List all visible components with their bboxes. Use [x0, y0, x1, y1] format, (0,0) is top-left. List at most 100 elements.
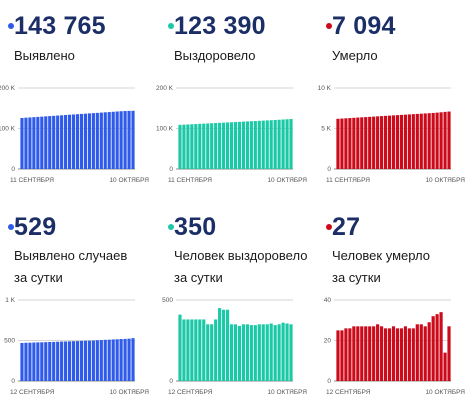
- bar: [79, 340, 84, 381]
- bar: [348, 118, 352, 169]
- bar: [340, 330, 344, 382]
- bar: [419, 324, 423, 381]
- bar: [111, 339, 115, 381]
- bar: [32, 342, 36, 381]
- series-color-dot: [168, 224, 174, 230]
- bar: [344, 328, 348, 381]
- bar: [411, 328, 415, 381]
- recovered-total-number: 123 390: [174, 12, 266, 40]
- bar: [218, 122, 222, 169]
- y-tick-label: 0: [169, 166, 173, 173]
- bar: [20, 342, 24, 381]
- y-tick-label: 200 K: [0, 85, 16, 92]
- bar: [75, 341, 80, 381]
- x-tick-label: 12 СЕНТЯБРЯ: [168, 389, 213, 396]
- x-tick-label: 10 ОКТЯБРЯ: [109, 389, 149, 396]
- bar: [336, 118, 340, 169]
- bar: [190, 124, 194, 169]
- bar: [411, 114, 415, 169]
- x-tick-label: 12 СЕНТЯБРЯ: [326, 389, 371, 396]
- y-tick-label: 500: [4, 338, 15, 345]
- bar: [427, 322, 431, 381]
- bar: [194, 319, 198, 381]
- bar: [95, 112, 99, 169]
- x-tick-label: 11 СЕНТЯБРЯ: [10, 177, 54, 184]
- bar: [52, 115, 56, 169]
- bar: [229, 324, 234, 381]
- bar: [119, 339, 123, 381]
- bar: [103, 339, 107, 381]
- bar: [277, 324, 281, 381]
- bar: [376, 324, 380, 381]
- bar: [111, 111, 115, 169]
- bar: [281, 119, 285, 169]
- bar: [182, 124, 186, 169]
- bar: [87, 113, 91, 169]
- bar: [439, 312, 443, 381]
- bar: [225, 309, 230, 381]
- bar: [182, 319, 186, 381]
- bar: [83, 113, 88, 169]
- bar: [178, 124, 182, 169]
- bar: [229, 122, 234, 169]
- bar: [269, 323, 273, 381]
- bar: [99, 112, 103, 169]
- recovered-daily-number: 350: [174, 213, 217, 241]
- bar: [431, 112, 435, 169]
- bar: [281, 322, 285, 381]
- bar: [115, 339, 119, 381]
- x-tick-label: 12 СЕНТЯБРЯ: [10, 389, 55, 396]
- bar: [233, 324, 238, 381]
- bar: [352, 117, 356, 169]
- bar: [115, 111, 119, 169]
- bar: [364, 117, 368, 169]
- bar: [131, 110, 135, 169]
- y-tick-label: 1 K: [5, 297, 15, 304]
- bar: [198, 319, 202, 381]
- bar: [368, 326, 372, 381]
- bar: [64, 115, 68, 169]
- y-tick-label: 0: [327, 166, 331, 173]
- bar: [190, 319, 194, 381]
- deaths-daily-label-line2: за сутки: [332, 270, 381, 285]
- bar: [60, 115, 64, 169]
- bar: [443, 352, 447, 381]
- bar: [372, 326, 376, 381]
- bar: [344, 118, 348, 169]
- series-color-dot: [8, 224, 14, 230]
- bar: [48, 341, 52, 381]
- bar: [403, 114, 407, 169]
- bar: [277, 119, 281, 169]
- recovered-total-label: Выздоровело: [174, 48, 256, 63]
- bar: [241, 324, 246, 381]
- deaths-daily-number: 27: [332, 213, 361, 241]
- bar: [178, 314, 182, 381]
- bar: [99, 340, 103, 381]
- bar: [222, 309, 226, 381]
- bar: [364, 326, 368, 381]
- bar: [214, 319, 218, 381]
- bar: [83, 340, 88, 381]
- bar: [79, 113, 84, 169]
- bar: [431, 316, 435, 381]
- x-tick-label: 10 ОКТЯБРЯ: [425, 389, 465, 396]
- bar: [269, 120, 273, 169]
- bar: [241, 121, 246, 169]
- bar: [289, 119, 293, 169]
- bar: [245, 121, 249, 169]
- y-tick-label: 40: [324, 297, 332, 304]
- series-color-dot: [326, 224, 332, 230]
- recovered-daily-chart: 500 0 12 СЕНТЯБРЯ 10 ОКТЯБРЯ: [162, 297, 307, 396]
- series-color-dot: [8, 23, 14, 29]
- bar: [423, 113, 427, 169]
- bar: [186, 319, 190, 381]
- bar: [407, 328, 411, 381]
- bar: [119, 111, 123, 169]
- deaths-total-chart: 10 K 5 K 0 11 СЕНТЯБРЯ 10 ОКТЯБРЯ: [318, 85, 466, 184]
- bar: [348, 328, 352, 381]
- bar: [435, 314, 439, 381]
- bar: [368, 116, 372, 169]
- detected-total-chart: 200 K 100 K 0 11 СЕНТЯБРЯ 10 ОКТЯБРЯ: [0, 85, 149, 184]
- bar: [103, 112, 107, 169]
- bar: [261, 120, 265, 169]
